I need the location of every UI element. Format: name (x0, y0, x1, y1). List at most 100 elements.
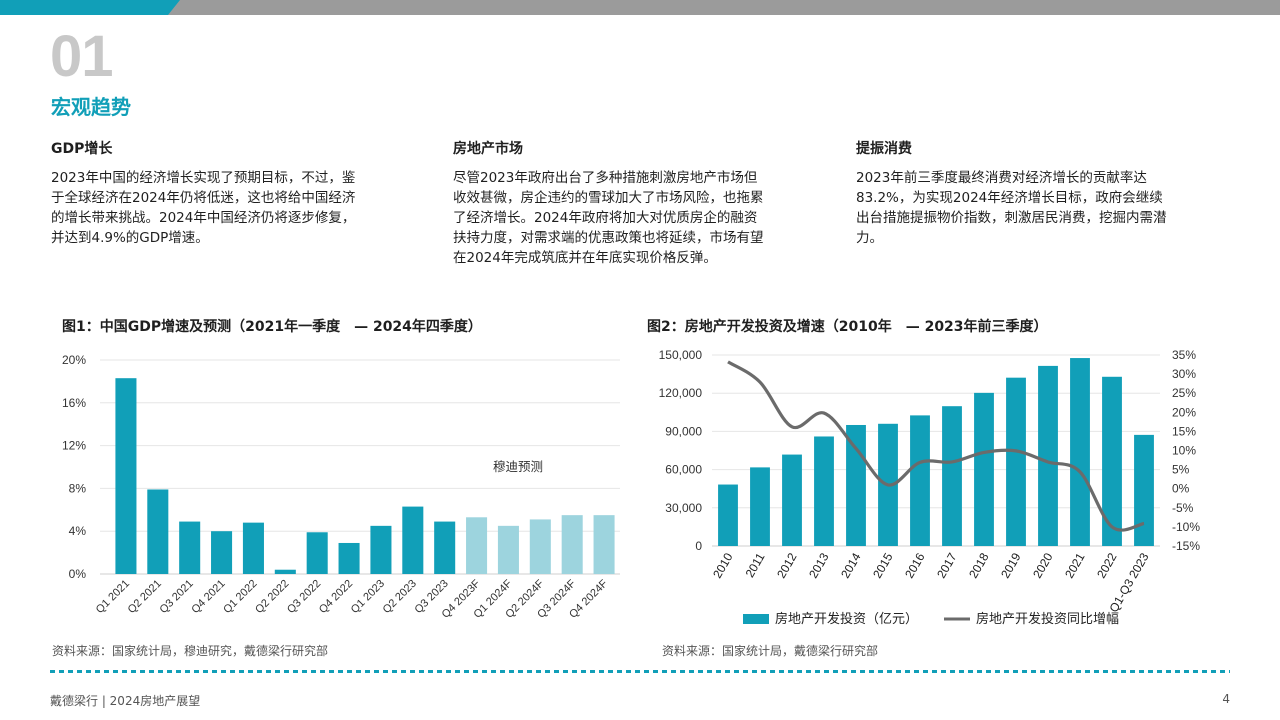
y-right-tick-label: 15% (1172, 424, 1196, 438)
column-text: 2023年前三季度最终消费对经济增长的贡献率达 83.2%，为实现2024年经济… (856, 168, 1226, 248)
x-tick-label: Q2 2023 (381, 578, 419, 616)
x-tick-label: 2011 (743, 550, 768, 580)
bar (1102, 376, 1122, 546)
y-tick-label: 0% (69, 567, 87, 581)
y-left-tick-label: 60,000 (665, 463, 702, 477)
column-real-estate: 房地产市场 尽管2023年政府出台了多种措施刺激房地产市场但 收效甚微，房企违约… (453, 138, 823, 268)
x-tick-label: 2016 (902, 550, 928, 580)
bar (338, 542, 360, 574)
text-line: 于全球经济在2024年仍将低迷，这也将给中国经济 (51, 190, 356, 206)
y-right-tick-label: 0% (1172, 482, 1190, 496)
x-tick-label: Q2 2022 (253, 578, 291, 616)
y-tick-label: 16% (62, 396, 86, 410)
text-line: 扶持力度，对需求端的优惠政策也将延续，市场有望 (453, 230, 764, 246)
y-right-tick-label: -5% (1172, 501, 1194, 515)
bar (306, 532, 328, 574)
text-line: 2023年前三季度最终消费对经济增长的贡献率达 (856, 170, 1147, 186)
bar (466, 517, 488, 574)
legend-label-line: 房地产开发投资同比增幅 (976, 611, 1119, 627)
bar (561, 515, 583, 574)
column-heading: 房地产市场 (453, 141, 523, 157)
column-heading: 提振消费 (856, 141, 912, 157)
bar (718, 484, 738, 546)
bar (242, 522, 264, 574)
x-tick-label: 2019 (998, 550, 1024, 580)
x-tick-label: Q1 2023 (349, 578, 387, 616)
x-tick-label: Q4 2021 (189, 578, 227, 616)
bar (974, 392, 994, 546)
text-line: 尽管2023年政府出台了多种措施刺激房地产市场但 (453, 170, 758, 186)
bar (1006, 377, 1026, 546)
x-tick-label: 2017 (934, 550, 960, 580)
x-tick-label: 2014 (838, 550, 864, 580)
text-line: 出台措施提振物价指数，刺激居民消费，挖掘内需潜 (856, 210, 1167, 226)
forecast-annotation: 穆迪预测 (493, 459, 543, 474)
page-number: 4 (1222, 692, 1230, 706)
x-tick-label: 2020 (1030, 550, 1056, 580)
top-bar (0, 0, 1280, 15)
text-line: 2023年中国的经济增长实现了预期目标，不过，鉴 (51, 170, 356, 186)
column-text: 尽管2023年政府出台了多种措施刺激房地产市场但 收效甚微，房企违约的雪球加大了… (453, 168, 823, 268)
y-tick-label: 4% (69, 524, 87, 538)
chart-title-fig1: 图1：中国GDP增速及预测（2021年一季度 — 2024年四季度） (62, 319, 482, 335)
bar (1070, 358, 1090, 546)
legend-swatch-bar (743, 614, 769, 624)
bar (942, 406, 962, 546)
bar (370, 525, 392, 574)
text-line: 的增长带来挑战。2024年中国经济仍将逐步修复， (51, 210, 356, 226)
y-right-tick-label: 10% (1172, 444, 1196, 458)
x-tick-label: Q4 2022 (317, 578, 355, 616)
y-right-tick-label: 25% (1172, 386, 1196, 400)
growth-line (727, 360, 1145, 532)
y-tick-label: 8% (69, 481, 87, 495)
column-heading: GDP增长 (51, 141, 113, 157)
legend-label-bar: 房地产开发投资（亿元） (775, 611, 918, 627)
real-estate-investment-chart: 0 30,000 60,000 90,000 120,000 150,000 -15% -10… (659, 348, 1201, 627)
x-tick-label: 2012 (774, 550, 800, 580)
column-text: 2023年中国的经济增长实现了预期目标，不过，鉴 于全球经济在2024年仍将低迷… (51, 168, 421, 248)
bar (529, 519, 551, 574)
text-line: 力。 (856, 230, 883, 246)
bar (402, 506, 424, 574)
top-bar-accent (0, 0, 180, 15)
y-left-tick-label: 30,000 (665, 501, 702, 515)
x-tick-label: Q3 2021 (157, 578, 195, 616)
section-number: 01 (50, 24, 114, 89)
bar (497, 525, 519, 574)
y-tick-label: 12% (62, 439, 86, 453)
y-left-tick-label: 0 (695, 539, 702, 553)
bar (846, 424, 866, 546)
bar (274, 569, 296, 574)
x-tick-label: Q2 2021 (126, 578, 164, 616)
y-left-tick-label: 120,000 (659, 386, 703, 400)
bar (910, 415, 930, 546)
bar (750, 467, 770, 546)
y-right-tick-label: 20% (1172, 405, 1196, 419)
bar (115, 378, 137, 574)
bar (147, 489, 169, 574)
x-tick-label: 2015 (870, 550, 896, 580)
y-left-tick-label: 90,000 (665, 424, 702, 438)
source-note-fig1: 资料来源：国家统计局，穆迪研究，戴德梁行研究部 (52, 644, 329, 658)
bar (1038, 365, 1058, 546)
x-tick-label: 2022 (1094, 550, 1120, 580)
bar (782, 454, 802, 546)
footer-title: 戴德梁行 | 2024房地产展望 (50, 694, 201, 708)
y-right-tick-label: 35% (1172, 348, 1196, 362)
x-tick-label: 2013 (806, 550, 832, 580)
bar (593, 515, 615, 574)
column-consumption: 提振消费 2023年前三季度最终消费对经济增长的贡献率达 83.2%，为实现20… (856, 138, 1226, 248)
text-line: 收效甚微，房企违约的雪球加大了市场风险，也拖累 (453, 190, 764, 206)
text-line: 在2024年完成筑底并在年底实现价格反弹。 (453, 250, 717, 266)
x-tick-label: 2010 (710, 550, 736, 580)
y-right-tick-label: -10% (1172, 520, 1200, 534)
source-note-fig2: 资料来源：国家统计局，戴德梁行研究部 (662, 644, 879, 658)
text-line: 83.2%，为实现2024年经济增长目标，政府会继续 (856, 190, 1163, 206)
bar (179, 521, 201, 574)
section-title: 宏观趋势 (51, 95, 131, 119)
chart-title-fig2: 图2：房地产开发投资及增速（2010年 — 2023年前三季度） (647, 319, 1048, 335)
y-left-tick-label: 150,000 (659, 348, 703, 362)
text-line: 了经济增长。2024年政府将加大对优质房企的融资 (453, 210, 758, 226)
bar (211, 531, 233, 574)
